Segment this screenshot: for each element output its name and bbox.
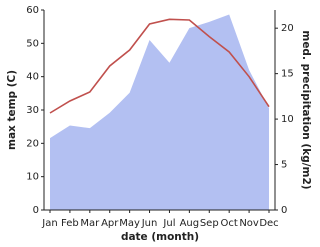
- y-tick-label: 10: [26, 172, 39, 183]
- x-tick-label: Nov: [239, 218, 259, 229]
- y2-tick-label: 10: [281, 114, 294, 125]
- y2-tick-label: 0: [281, 205, 287, 216]
- y2-axis-label: med. precipitation (kg/m2): [300, 30, 312, 189]
- x-tick-label: Mar: [80, 218, 100, 229]
- x-tick-label: Aug: [180, 218, 200, 229]
- x-axis-label: date (month): [121, 231, 199, 243]
- precip-area: [50, 14, 269, 210]
- y-tick-label: 0: [33, 205, 39, 216]
- x-tick-label: May: [119, 218, 140, 229]
- x-tick-label: Sep: [200, 218, 219, 229]
- x-tick-label: Jan: [41, 218, 57, 229]
- x-tick-label: Apr: [101, 218, 119, 229]
- y2-tick-label: 15: [281, 69, 294, 80]
- y-tick-label: 60: [26, 5, 39, 16]
- x-tick-label: Feb: [61, 218, 79, 229]
- y-tick-label: 50: [26, 38, 39, 49]
- y-axis-label: max temp (C): [6, 70, 18, 150]
- y-tick-label: 40: [26, 72, 39, 83]
- temp-line: [49, 18, 270, 114]
- y2-tick-label: 20: [281, 23, 294, 34]
- y2-tick-label: 5: [281, 160, 287, 171]
- y-tick-label: 30: [26, 105, 39, 116]
- x-tick-label: Oct: [221, 218, 238, 229]
- x-tick-label: Jul: [162, 218, 175, 229]
- x-tick-label: Jun: [141, 218, 158, 229]
- y-tick-label: 20: [26, 138, 39, 149]
- x-tick-label: Dec: [259, 218, 278, 229]
